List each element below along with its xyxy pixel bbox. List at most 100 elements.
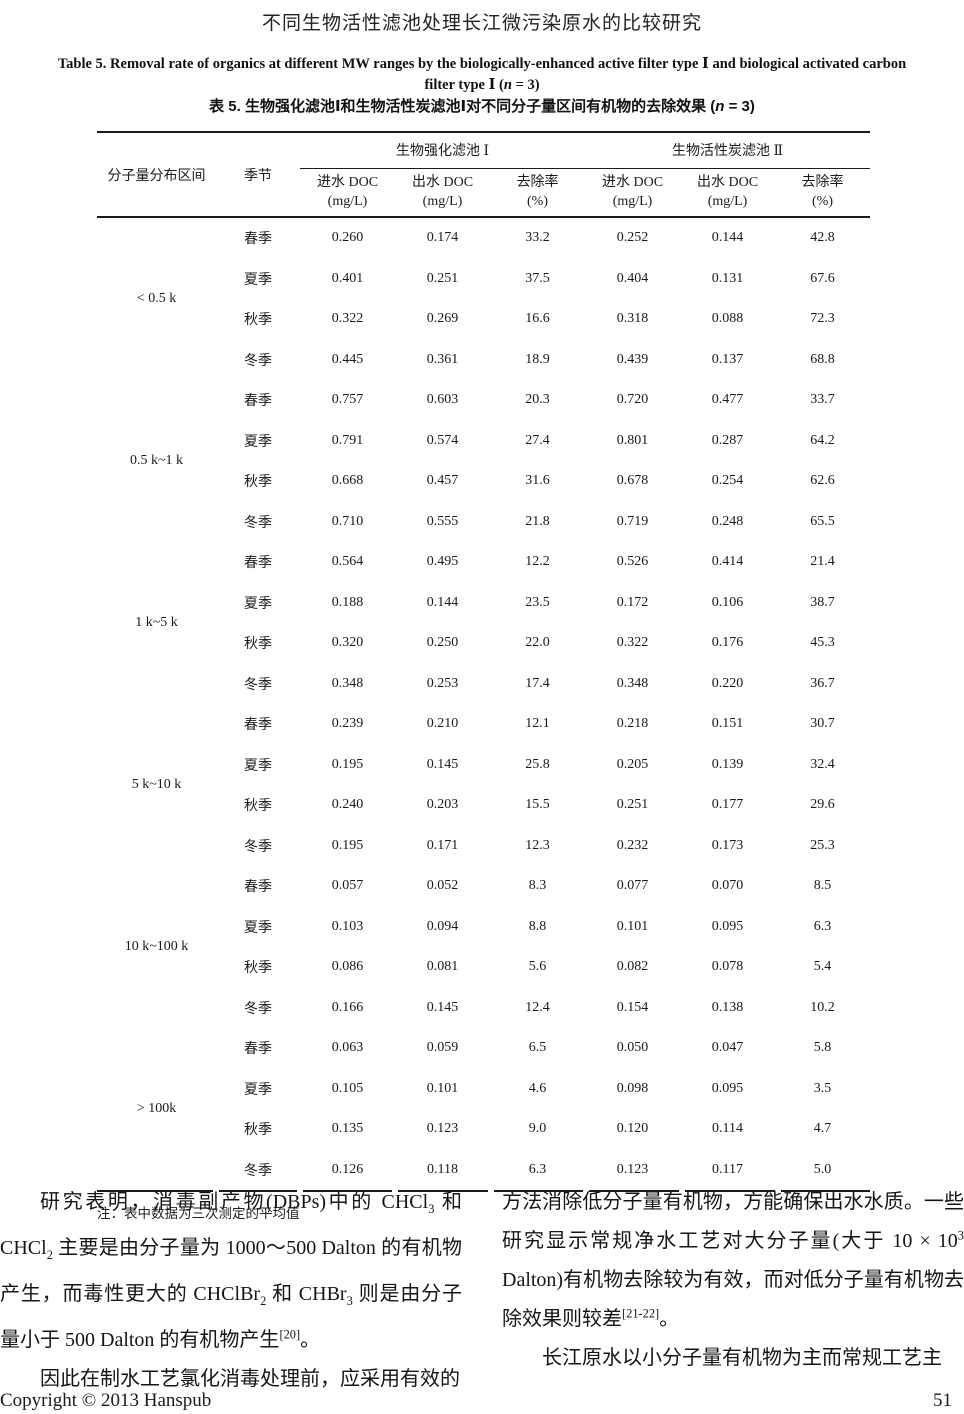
value-cell: 0.176 — [711, 635, 744, 651]
table-row: 冬季 0.126 0.118 6.3 0.123 0.117 5.0 — [97, 1150, 870, 1191]
effluent-doc-header-1: 出水 DOC (mg/L) — [395, 168, 490, 218]
page-number: 51 — [933, 1390, 952, 1411]
effluent-doc-header-2: 出水 DOC (mg/L) — [680, 168, 776, 218]
value-cell: 0.757 — [331, 392, 364, 408]
filter1-group-header: 生物强化滤池 Ⅰ — [300, 132, 586, 169]
value-cell: 12.1 — [525, 716, 550, 732]
value-cell: 0.801 — [616, 432, 649, 448]
value-cell: 15.5 — [525, 797, 550, 813]
season-cell: 春季 — [244, 232, 272, 248]
mw-range-cell: 1 k~5 k — [135, 615, 178, 630]
season-cell: 秋季 — [244, 961, 272, 977]
value-cell: 20.3 — [525, 392, 550, 408]
influent-doc-header-1: 进水 DOC (mg/L) — [300, 168, 395, 218]
table-row: 夏季 0.105 0.101 4.6 0.098 0.095 3.5 — [97, 1069, 870, 1110]
removal-rate-header-1: 去除率 (%) — [490, 168, 586, 218]
table-group-header-row: 分子量分布区间 季节 生物强化滤池 Ⅰ 生物活性炭滤池 Ⅱ — [97, 132, 871, 218]
value-cell: 0.173 — [711, 837, 744, 853]
season-cell: 春季 — [244, 880, 272, 896]
table-caption-english: Table 5. Removal rate of organics at dif… — [8, 54, 956, 96]
table-row: 10 k~100 k 春季 0.057 0.052 8.3 0.077 0.070 8.5 — [97, 866, 870, 954]
value-cell: 0.171 — [426, 837, 459, 853]
value-cell: 16.6 — [525, 311, 550, 327]
value-cell: 21.4 — [810, 554, 835, 570]
value-cell: 0.404 — [616, 270, 649, 286]
value-cell: 0.210 — [426, 716, 459, 732]
value-cell: 37.5 — [525, 270, 550, 286]
value-cell: 5.4 — [813, 959, 832, 975]
mw-range-cell: > 100k — [136, 1101, 177, 1116]
season-cell: 秋季 — [244, 313, 272, 329]
value-cell: 12.4 — [525, 999, 550, 1015]
value-cell: 0.318 — [616, 311, 649, 327]
table-row: 夏季 0.401 0.251 37.5 0.404 0.131 67.6 — [97, 259, 870, 300]
value-cell: 0.248 — [711, 513, 744, 529]
filter2-group-header: 生物活性炭滤池 Ⅱ — [585, 132, 871, 169]
value-cell: 0.269 — [426, 311, 459, 327]
body-text-right-column: 方法消除低分子量有机物，方能确保出水水质。一些研究显示常规净水工艺对大分子量(大… — [502, 1183, 964, 1378]
season-cell: 冬季 — [244, 839, 272, 855]
table-row: 秋季 0.135 0.123 9.0 0.120 0.114 4.7 — [97, 1109, 870, 1150]
value-cell: 0.195 — [331, 837, 364, 853]
value-cell: 31.6 — [525, 473, 550, 489]
value-cell: 0.251 — [426, 270, 459, 286]
value-cell: 17.4 — [525, 675, 550, 691]
table-row: 1 k~5 k 春季 0.564 0.495 12.2 0.526 0.414 21.4 — [97, 542, 870, 630]
value-cell: 0.123 — [426, 1121, 459, 1137]
season-cell: 秋季 — [244, 475, 272, 491]
value-cell: 0.719 — [616, 513, 649, 529]
value-cell: 5.6 — [528, 959, 547, 975]
value-cell: 0.117 — [712, 1161, 743, 1177]
value-cell: 0.361 — [426, 351, 459, 367]
table-row: 冬季 0.710 0.555 21.8 0.719 0.248 65.5 — [97, 502, 870, 543]
value-cell: 21.8 — [525, 513, 550, 529]
value-cell: 0.195 — [331, 756, 364, 772]
value-cell: 0.070 — [711, 878, 744, 894]
season-cell: 秋季 — [244, 1123, 272, 1139]
value-cell: 0.131 — [711, 270, 744, 286]
removal-rate-table: 分子量分布区间 季节 生物强化滤池 Ⅰ 生物活性炭滤池 Ⅱ 进水 DOC (mg/… — [97, 131, 871, 1191]
value-cell: 45.3 — [810, 635, 835, 651]
value-cell: 0.320 — [331, 635, 364, 651]
value-cell: 0.526 — [616, 554, 649, 570]
value-cell: 0.710 — [331, 513, 364, 529]
season-cell: 冬季 — [244, 353, 272, 369]
value-cell: 0.477 — [711, 392, 744, 408]
value-cell: 0.791 — [331, 432, 364, 448]
value-cell: 0.114 — [712, 1121, 743, 1137]
value-cell: 33.7 — [810, 392, 835, 408]
table-row: 秋季 0.320 0.250 22.0 0.322 0.176 45.3 — [97, 623, 870, 664]
season-cell: 秋季 — [244, 799, 272, 815]
value-cell: 0.239 — [331, 716, 364, 732]
value-cell: 6.3 — [813, 918, 832, 934]
paragraph: 长江原水以小分子量有机物为主而常规工艺主 — [542, 1347, 942, 1369]
season-cell: 夏季 — [244, 272, 272, 288]
value-cell: 0.082 — [616, 959, 649, 975]
value-cell: 0.118 — [427, 1161, 458, 1177]
value-cell: 0.218 — [616, 716, 649, 732]
value-cell: 0.081 — [426, 959, 459, 975]
value-cell: 0.287 — [711, 432, 744, 448]
removal-rate-header-2: 去除率 (%) — [775, 168, 871, 218]
season-cell: 春季 — [244, 394, 272, 410]
copyright-text: Copyright © 2013 Hanspub — [0, 1390, 212, 1411]
value-cell: 33.2 — [525, 230, 550, 246]
season-cell: 春季 — [244, 556, 272, 572]
value-cell: 9.0 — [528, 1121, 547, 1137]
value-cell: 8.8 — [528, 918, 547, 934]
value-cell: 0.077 — [616, 878, 649, 894]
value-cell: 0.172 — [616, 594, 649, 610]
value-cell: 72.3 — [810, 311, 835, 327]
value-cell: 0.151 — [711, 716, 744, 732]
value-cell: 0.095 — [711, 1080, 744, 1096]
value-cell: 8.5 — [813, 878, 832, 894]
value-cell: 0.252 — [616, 230, 649, 246]
mw-range-cell: 0.5 k~1 k — [129, 453, 184, 468]
season-cell: 冬季 — [244, 677, 272, 693]
season-cell: 夏季 — [244, 434, 272, 450]
value-cell: 5.8 — [813, 1040, 832, 1056]
running-head-title: 不同生物活性滤池处理长江微污染原水的比较研究 — [261, 13, 702, 34]
value-cell: 0.254 — [711, 473, 744, 489]
value-cell: 0.144 — [711, 230, 744, 246]
paragraph: 研究表明，消毒副产物(DBPs)中的 CHCl3 和 CHCl2 主要是由分子量… — [0, 1191, 462, 1351]
